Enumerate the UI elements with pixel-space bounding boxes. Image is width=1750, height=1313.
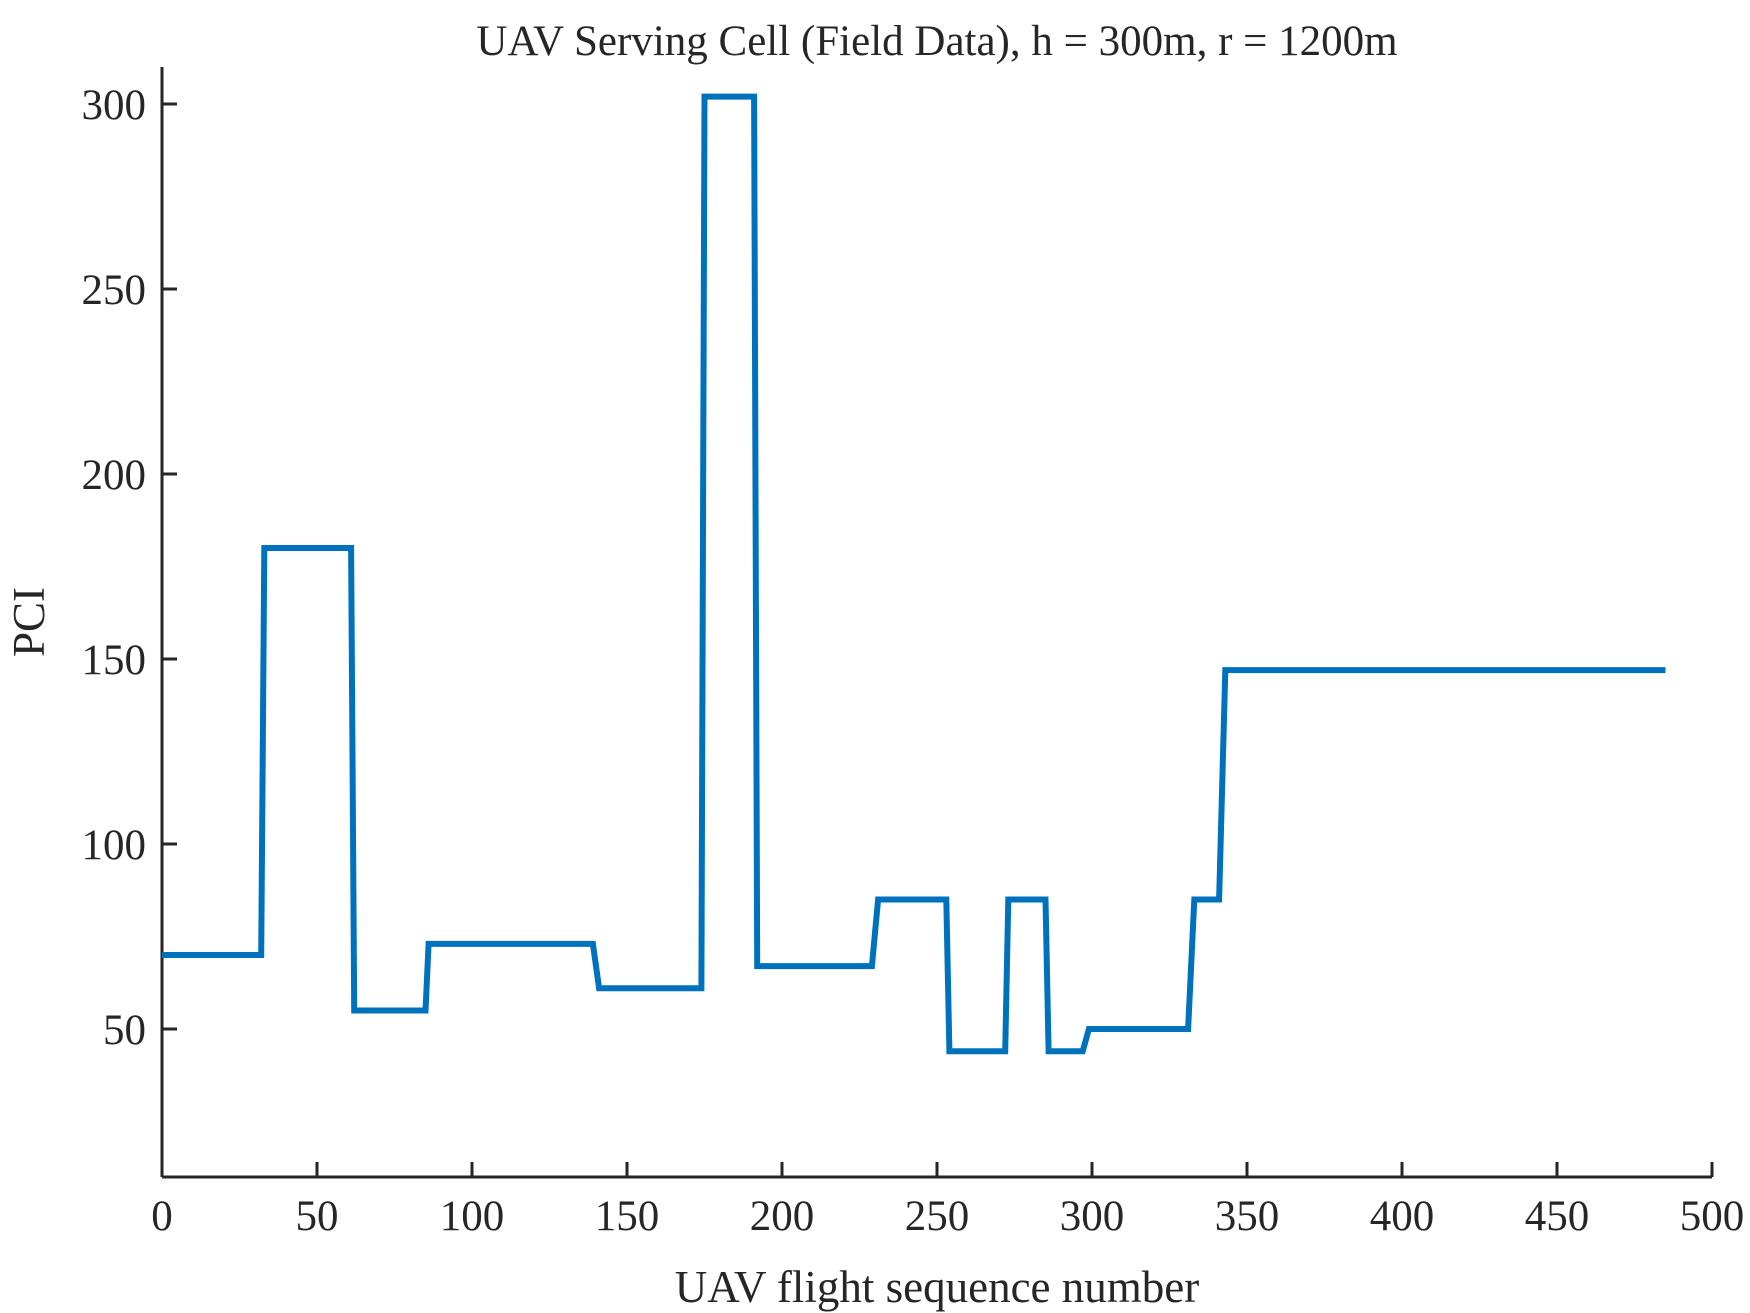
y-axis: 50 100 150 200 250 300 xyxy=(82,67,177,1177)
x-tick-label: 100 xyxy=(440,1193,505,1240)
y-tick-label: 300 xyxy=(82,82,147,129)
y-ticks: 50 100 150 200 250 300 xyxy=(82,82,177,1054)
y-axis-label: PCI xyxy=(4,587,54,657)
x-tick-label: 450 xyxy=(1525,1193,1590,1240)
x-tick-label: 350 xyxy=(1215,1193,1280,1240)
x-tick-label: 150 xyxy=(595,1193,660,1240)
x-tick-label: 300 xyxy=(1060,1193,1125,1240)
x-tick-label: 500 xyxy=(1680,1193,1745,1240)
plot-area xyxy=(162,93,1666,1055)
pci-series-line xyxy=(162,93,1666,1055)
y-tick-label: 100 xyxy=(82,822,147,869)
x-tick-label: 250 xyxy=(905,1193,970,1240)
y-tick-label: 150 xyxy=(82,637,147,684)
x-tick-label: 50 xyxy=(296,1193,339,1240)
x-ticks: 0 50 100 150 200 250 300 350 400 450 500 xyxy=(151,1162,1744,1240)
x-tick-label: 0 xyxy=(151,1193,173,1240)
x-axis-label: UAV flight sequence number xyxy=(675,1262,1200,1312)
y-tick-label: 200 xyxy=(82,452,147,499)
y-tick-label: 50 xyxy=(103,1007,146,1054)
chart-title: UAV Serving Cell (Field Data), h = 300m,… xyxy=(476,18,1397,65)
x-axis: 0 50 100 150 200 250 300 350 400 450 500 xyxy=(151,1162,1744,1240)
y-tick-label: 250 xyxy=(82,267,147,314)
x-tick-label: 200 xyxy=(750,1193,815,1240)
x-tick-label: 400 xyxy=(1370,1193,1435,1240)
